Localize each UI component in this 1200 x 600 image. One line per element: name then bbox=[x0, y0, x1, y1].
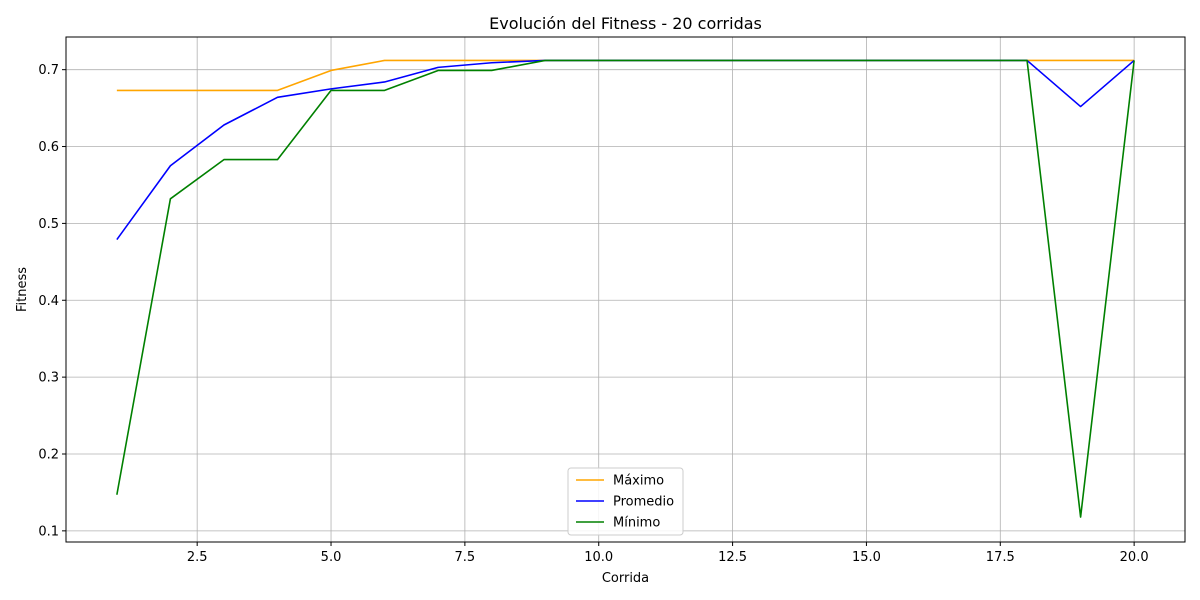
x-tick-label: 10.0 bbox=[584, 550, 613, 565]
y-tick-label: 0.7 bbox=[38, 63, 59, 78]
legend-label: Máximo bbox=[613, 474, 664, 489]
y-tick-label: 0.4 bbox=[38, 294, 59, 309]
y-axis-ticks: 0.1 0.2 0.3 0.4 0.5 0.6 0.7 bbox=[38, 63, 66, 539]
x-tick-label: 17.5 bbox=[986, 550, 1015, 565]
legend-label: Mínimo bbox=[613, 516, 660, 531]
x-tick-label: 20.0 bbox=[1120, 550, 1149, 565]
x-axis-label: Corrida bbox=[602, 571, 649, 586]
x-axis-ticks: 2.5 5.0 7.5 10.0 12.5 15.0 17.5 20.0 bbox=[187, 542, 1149, 565]
legend: Máximo Promedio Mínimo bbox=[567, 467, 684, 536]
chart-title: Evolución del Fitness - 20 corridas bbox=[489, 14, 762, 33]
y-tick-label: 0.3 bbox=[38, 371, 59, 386]
series-group bbox=[116, 59, 1135, 518]
legend-box bbox=[567, 467, 684, 536]
x-tick-label: 12.5 bbox=[718, 550, 747, 565]
y-tick-label: 0.6 bbox=[38, 140, 59, 155]
grid bbox=[66, 37, 1185, 542]
x-tick-label: 7.5 bbox=[455, 550, 476, 565]
y-tick-label: 0.5 bbox=[38, 217, 59, 232]
x-tick-label: 5.0 bbox=[321, 550, 342, 565]
y-tick-label: 0.2 bbox=[38, 447, 59, 462]
series-line-2 bbox=[116, 59, 1135, 518]
x-tick-label: 15.0 bbox=[852, 550, 881, 565]
y-axis-label: Fitness bbox=[15, 267, 30, 312]
y-tick-label: 0.1 bbox=[38, 524, 59, 539]
x-tick-label: 2.5 bbox=[187, 550, 208, 565]
legend-label: Promedio bbox=[613, 495, 674, 510]
plot-frame bbox=[65, 36, 1186, 543]
